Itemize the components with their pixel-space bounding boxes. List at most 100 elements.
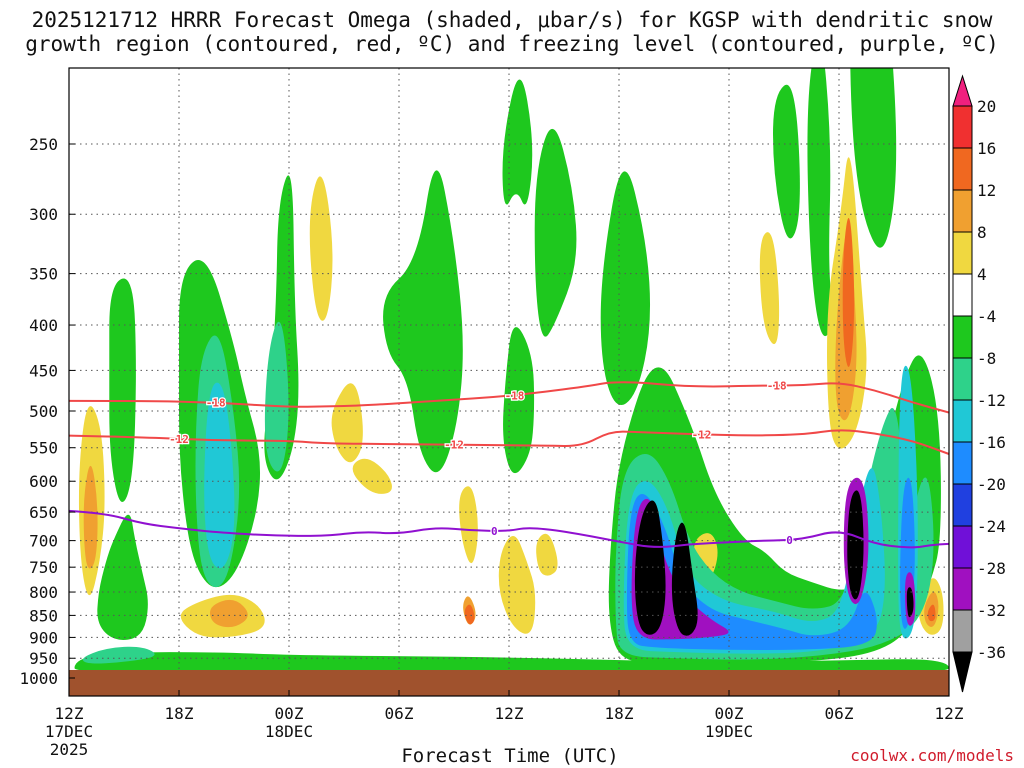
omega-region-29: [82, 646, 155, 664]
contour-label-1-1: -12: [444, 439, 464, 452]
colorbar-label-12: -32: [977, 601, 1006, 620]
xtick-label-h36: 00Z: [715, 704, 744, 723]
xtick-label-h42: 06Z: [825, 704, 854, 723]
omega-region-19: [459, 486, 478, 564]
xtick-label-h24: 12Z: [495, 704, 524, 723]
omega-region-8: [534, 128, 577, 337]
ytick-label-300: 300: [29, 205, 58, 224]
colorbar-bin-7: [952, 357, 973, 401]
title-line-2: growth region (contoured, red, ºC) and f…: [25, 32, 999, 56]
colorbar-label-7: -12: [977, 391, 1006, 410]
ytick-label-1000: 1000: [19, 669, 58, 688]
ytick-label-450: 450: [29, 361, 58, 380]
colorbar-label-3: 8: [977, 223, 987, 242]
xtick-label-h12: 00Z: [275, 704, 304, 723]
colorbar-bin-13: [952, 609, 973, 653]
omega-region-11: [773, 84, 800, 239]
colorbar-label-5: -4: [977, 307, 996, 326]
omega-region-40: [464, 604, 475, 625]
colorbar-label-8: -16: [977, 433, 1006, 452]
ytick-label-800: 800: [29, 583, 58, 602]
omega-region-36: [204, 382, 235, 569]
colorbar-label-9: -20: [977, 475, 1006, 494]
colorbar-bin-8: [952, 399, 973, 443]
source-credit: coolwx.com/models: [850, 746, 1014, 765]
ytick-label-350: 350: [29, 265, 58, 284]
gridlines: [69, 68, 949, 670]
xtick-date-h36: 19DEC: [705, 722, 753, 741]
colorbar-label-11: -28: [977, 559, 1006, 578]
ytick-label-750: 750: [29, 558, 58, 577]
omega-region-32: [209, 599, 248, 628]
colorbar-top-triangle: [952, 74, 973, 107]
omega-region-31: [83, 465, 98, 569]
colorbar-label-0: 20: [977, 97, 996, 116]
omega-region-50: [906, 587, 914, 618]
xtick-date-h0: 17DEC: [45, 722, 93, 741]
colorbar-label-13: -36: [977, 643, 1006, 662]
colorbar-bin-1: [952, 105, 973, 149]
ytick-label-650: 650: [29, 503, 58, 522]
omega-region-28: [264, 321, 289, 472]
contour-label-0-0: -18: [206, 396, 226, 409]
omega-region-47: [634, 500, 666, 635]
contour-label-2-0: 0: [491, 525, 498, 538]
omega-region-26: [930, 0, 947, 62]
ytick-label-400: 400: [29, 316, 58, 335]
omega-region-12: [807, 68, 833, 336]
colorbar-bottom-triangle: [952, 651, 973, 693]
xtick-label-h18: 06Z: [385, 704, 414, 723]
omega-region-9: [600, 171, 651, 406]
omega-region-41: [927, 604, 936, 622]
omega-region-6: [502, 79, 533, 205]
xtick-date-h12: 18DEC: [265, 722, 313, 741]
contour-line-2: [69, 509, 949, 549]
omega-region-39: [842, 218, 855, 368]
contour-line-0: [69, 381, 949, 414]
omega-region-5: [383, 170, 463, 473]
colorbar-label-10: -24: [977, 517, 1006, 536]
colorbar-bin-9: [952, 441, 973, 485]
chart-title: 2025121712 HRRR Forecast Omega (shaded, …: [0, 8, 1024, 56]
omega-region-21: [536, 533, 558, 576]
x-axis-title: Forecast Time (UTC): [401, 745, 619, 767]
contour-label-0-2: -18: [767, 380, 787, 393]
colorbar-label-2: 12: [977, 181, 996, 200]
colorbar-bin-3: [952, 189, 973, 233]
colorbar-label-4: 4: [977, 265, 987, 284]
title-line-1: 2025121712 HRRR Forecast Omega (shaded, …: [31, 8, 993, 32]
xtick-label-h48: 12Z: [935, 704, 964, 723]
omega-region-1: [97, 514, 148, 640]
contour-line-1: [69, 429, 949, 455]
omega-region-20: [498, 536, 536, 634]
omega-region-2: [109, 278, 136, 503]
colorbar-bin-11: [952, 525, 973, 569]
colorbar-bin-5: [952, 273, 973, 317]
omega-region-7: [503, 327, 535, 474]
xtick-label-h0: 12Z: [55, 704, 84, 723]
omega-region-49: [847, 490, 864, 600]
colorbar-label-6: -8: [977, 349, 996, 368]
ytick-label-850: 850: [29, 606, 58, 625]
omega-region-13: [850, 68, 897, 248]
ytick-label-550: 550: [29, 439, 58, 458]
omega-region-18: [352, 458, 392, 494]
colorbar: 20 16 12 8 4 -4 -8 -12 -16 -20 -24 -28 -32 -36: [952, 74, 1006, 693]
contour-label-1-0: -12: [169, 433, 189, 446]
xtick-label-h6: 18Z: [165, 704, 194, 723]
xtick-label-h30: 18Z: [605, 704, 634, 723]
colorbar-bin-12: [952, 567, 973, 611]
ytick-label-500: 500: [29, 402, 58, 421]
omega-region-48: [671, 522, 698, 636]
omega-region-16: [309, 176, 333, 321]
temperature-contours: -18 -18 -18 -12 -12 -12 0 0: [69, 378, 949, 549]
contour-label-1-2: -12: [692, 429, 712, 442]
contour-label-2-1: 0: [786, 534, 793, 547]
ytick-label-700: 700: [29, 532, 58, 551]
colorbar-bin-10: [952, 483, 973, 527]
colorbar-bin-2: [952, 147, 973, 191]
colorbar-bin-6: [952, 315, 973, 359]
contour-label-0-1: -18: [505, 389, 525, 402]
